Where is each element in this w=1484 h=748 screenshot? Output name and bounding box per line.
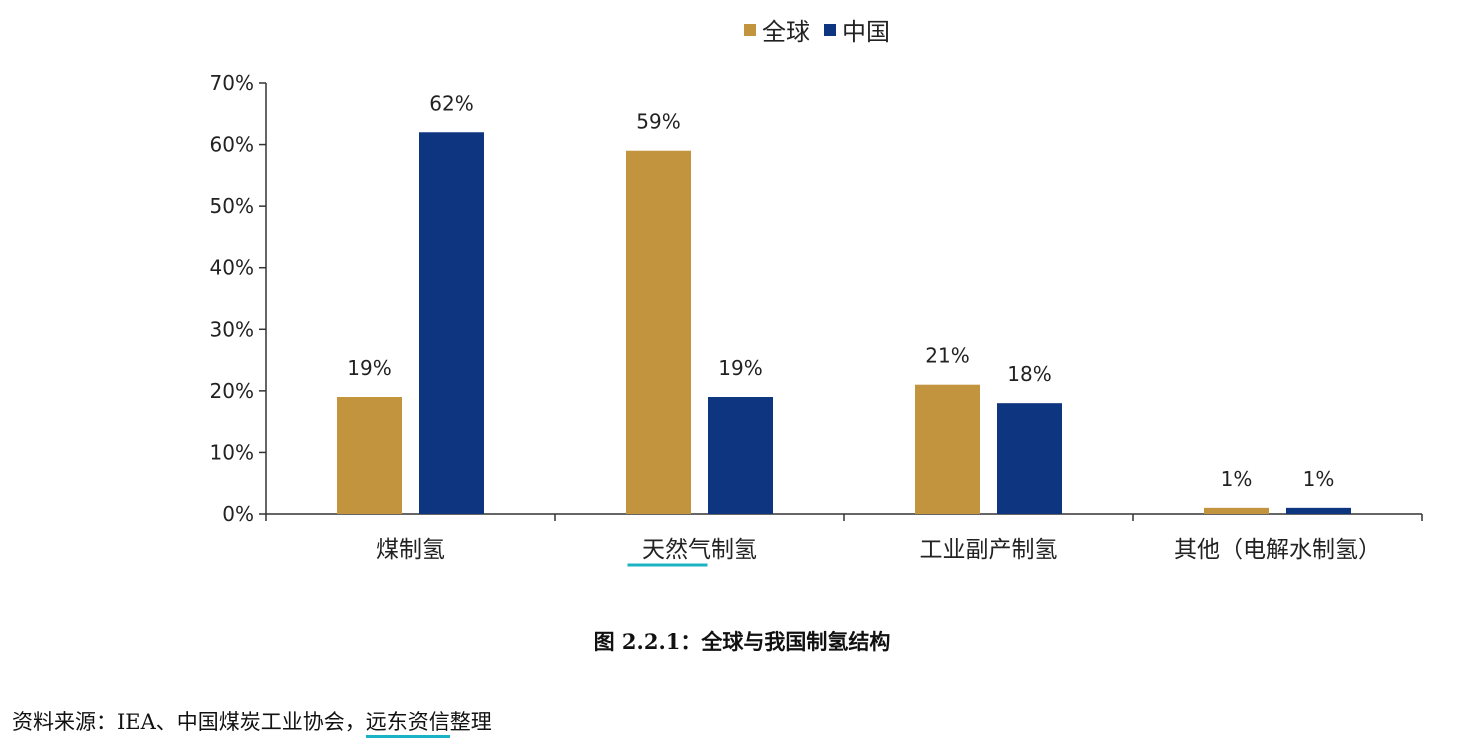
y-tick-label: 70%	[210, 71, 254, 95]
legend-swatch-global	[744, 23, 756, 36]
bar-china	[1286, 507, 1351, 514]
data-label: 21%	[925, 344, 969, 368]
data-label: 19%	[718, 356, 762, 380]
y-tick-label: 30%	[210, 317, 254, 341]
legend-item-global: 全球	[744, 12, 810, 47]
bar-china	[419, 132, 484, 514]
legend-label-china: 中国	[842, 18, 890, 46]
bar-global	[337, 397, 402, 514]
source-org: 远东资信	[365, 710, 450, 738]
x-category-label: 工业副产制氢	[920, 537, 1058, 563]
data-label: 1%	[1303, 467, 1335, 491]
legend-swatch-china	[824, 23, 836, 36]
bar-global	[915, 384, 980, 514]
data-label: 18%	[1007, 362, 1051, 386]
bar-chart: 0% 10% 20% 30% 40% 50% 60% 70% 19% 62% 煤制氢 59% 19% 天然…	[210, 71, 1423, 567]
data-label: 59%	[636, 110, 680, 134]
x-category-label: 煤制氢	[376, 537, 445, 563]
y-tick-label: 60%	[210, 133, 254, 157]
data-label: 1%	[1221, 467, 1253, 491]
y-tick-label: 0%	[222, 502, 254, 526]
data-label: 62%	[429, 91, 473, 115]
figure-caption: 图 2.2.1：全球与我国制氢结构	[593, 629, 891, 654]
bar-global	[1204, 507, 1269, 514]
x-category-label: 天然气制氢	[642, 537, 757, 563]
bar-global	[626, 150, 691, 514]
y-tick-label: 10%	[210, 440, 254, 464]
source-prefix: 资料来源：IEA、中国煤炭工业协会，	[12, 710, 366, 734]
legend-item-china: 中国	[824, 12, 890, 47]
legend-label-global: 全球	[762, 18, 810, 46]
y-tick-label: 50%	[210, 194, 254, 218]
chart-legend: 全球 中国	[744, 12, 890, 47]
bar-china	[997, 403, 1062, 514]
source-note: 资料来源：IEA、中国煤炭工业协会，远东资信整理	[12, 706, 492, 738]
y-tick-label: 20%	[210, 379, 254, 403]
source-suffix: 整理	[449, 710, 492, 734]
data-label: 19%	[347, 356, 391, 380]
y-tick-label: 40%	[210, 256, 254, 280]
bar-china	[708, 397, 773, 514]
x-category-label: 其他（电解水制氢）	[1174, 537, 1381, 563]
